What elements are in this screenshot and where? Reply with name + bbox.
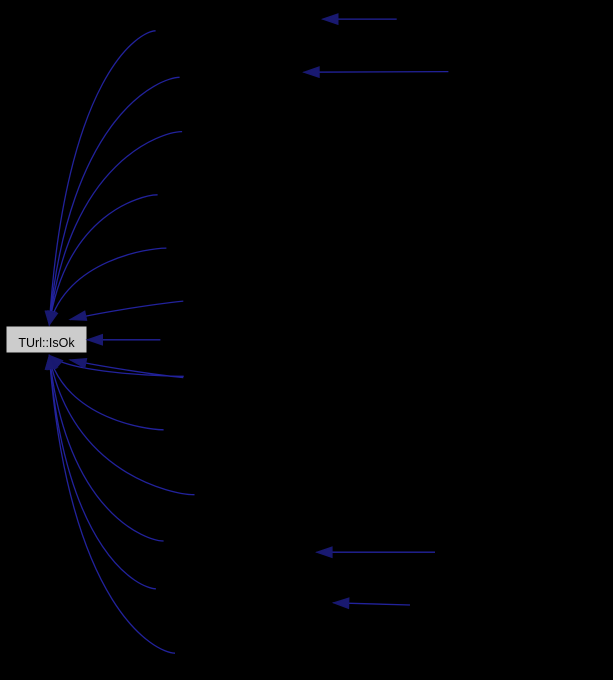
svg-text:TUrl::IsOk: TUrl::IsOk — [18, 336, 75, 350]
